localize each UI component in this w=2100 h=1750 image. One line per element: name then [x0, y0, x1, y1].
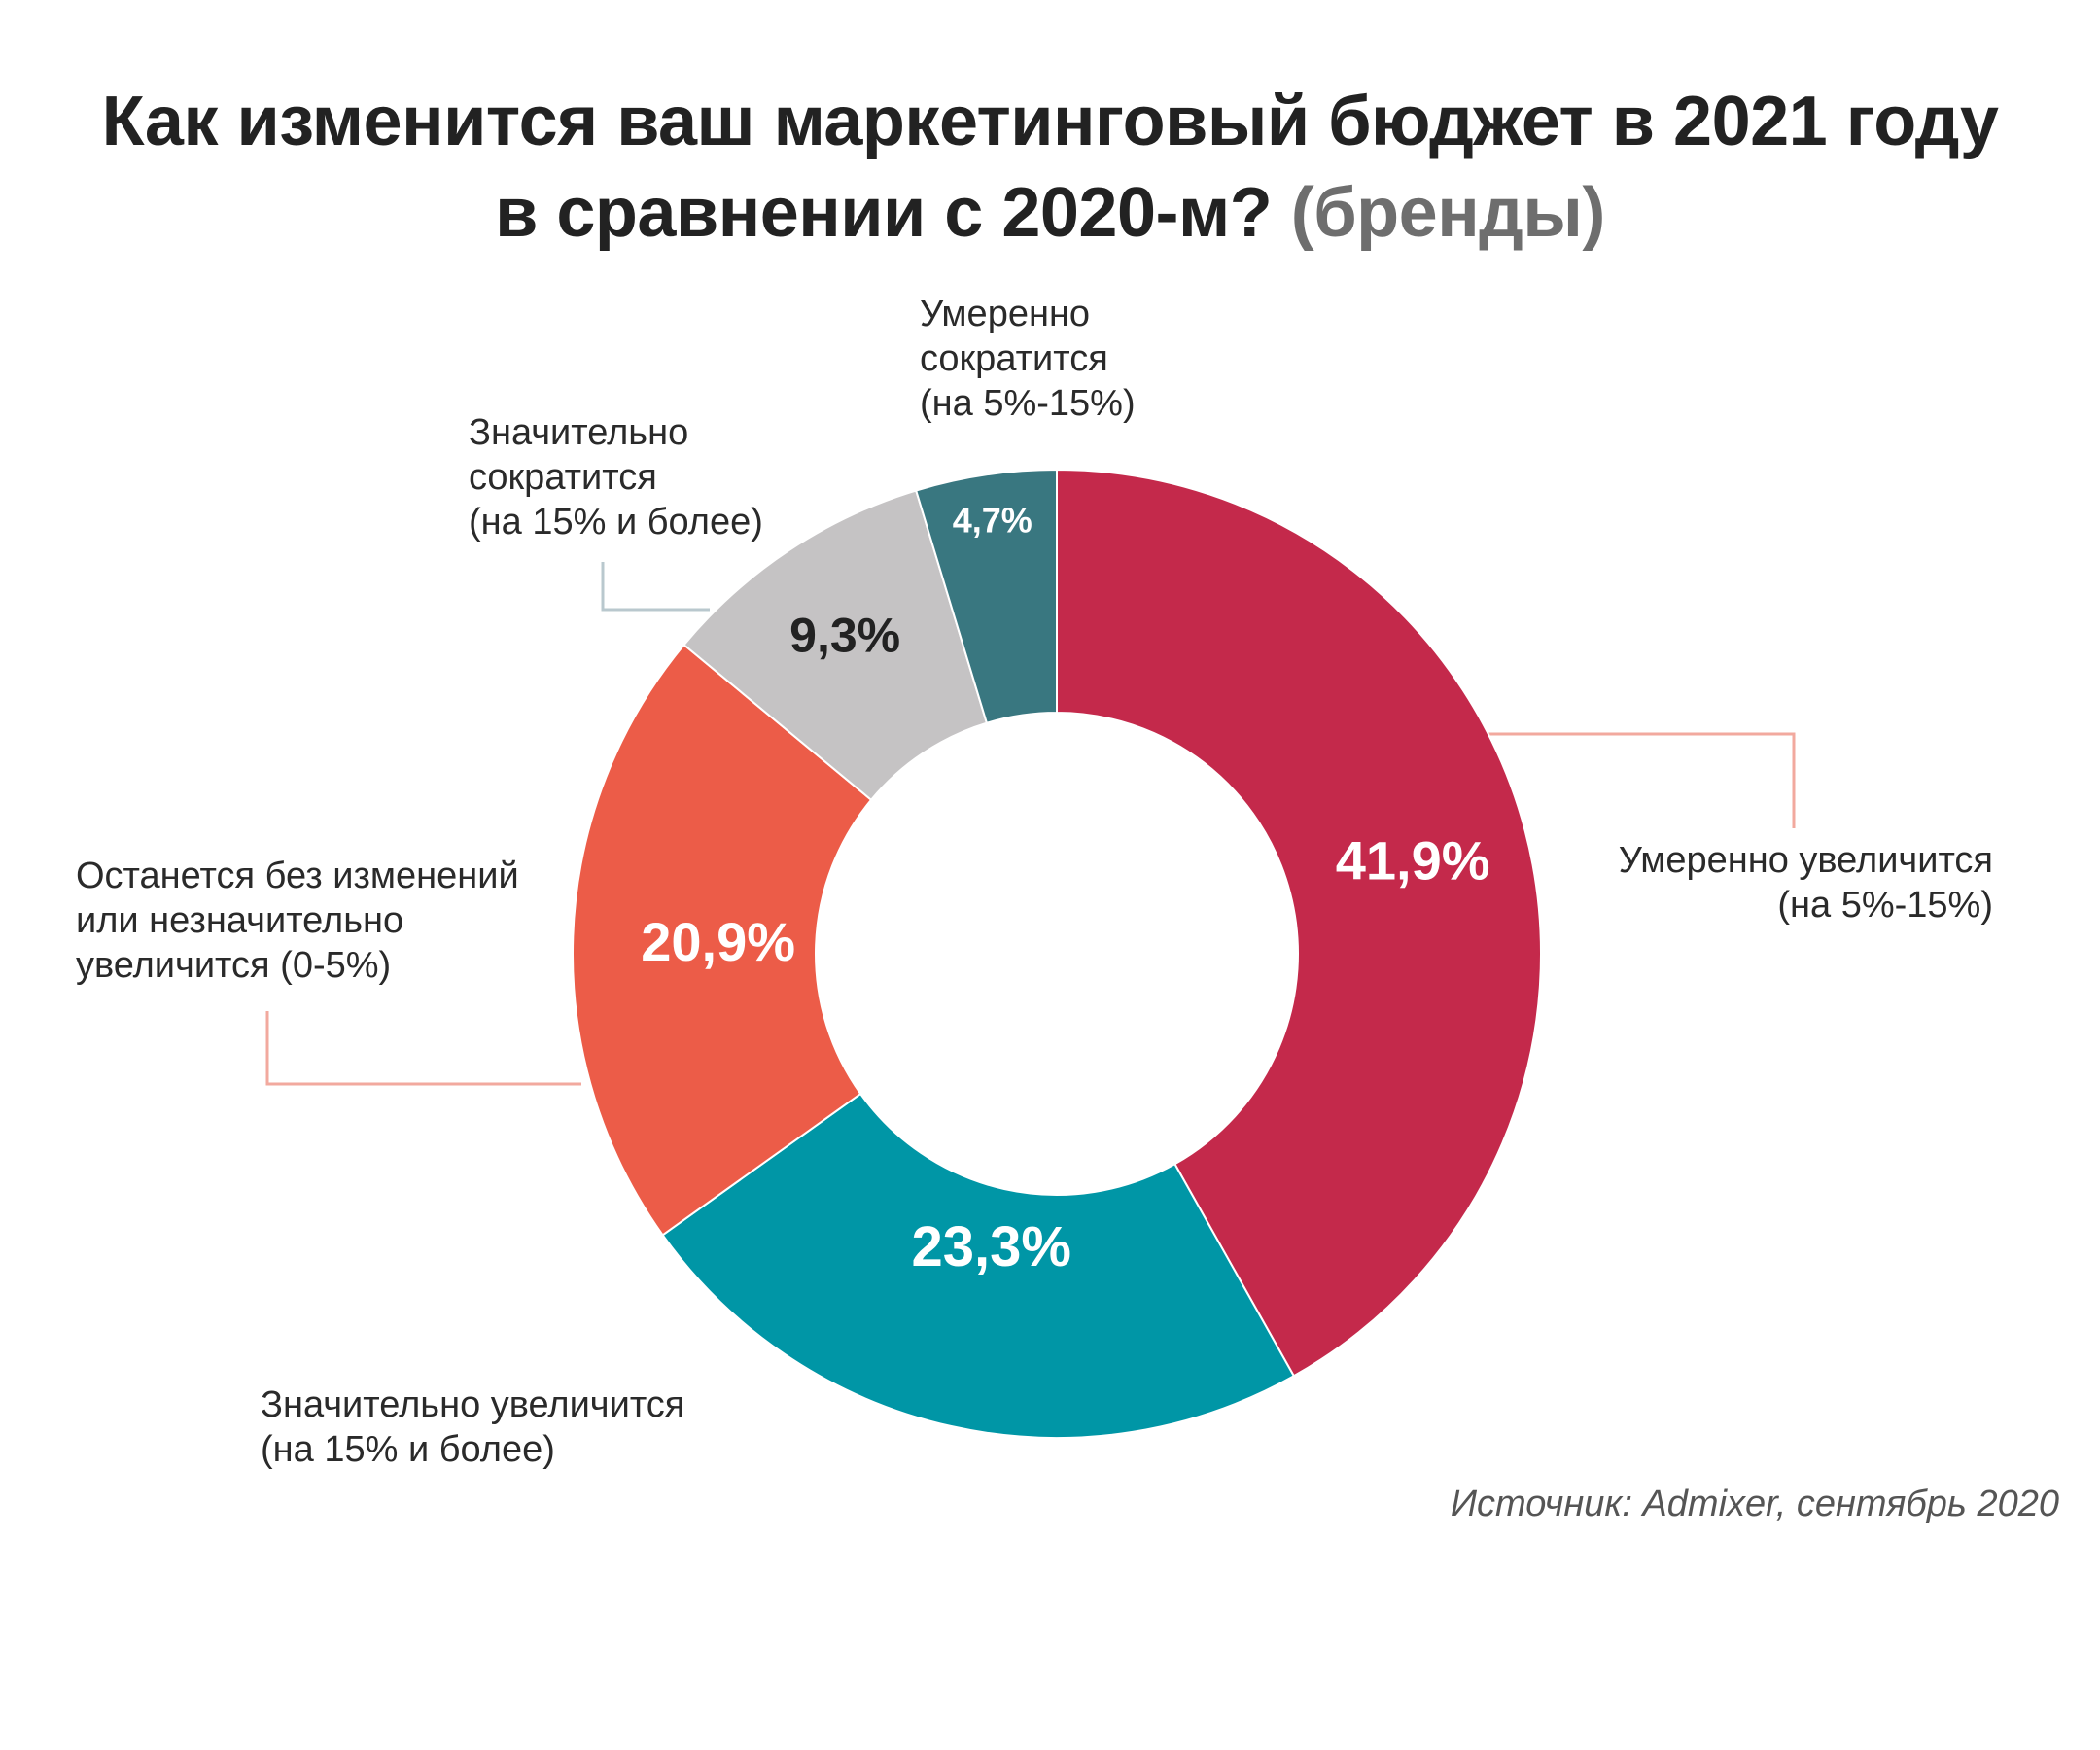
category-label-significant-increase: Значительно увеличится (на 15% и более)	[261, 1382, 684, 1472]
category-label-moderate-decrease: Умеренно сократится (на 5%-15%)	[920, 292, 1136, 426]
data-label-moderate-increase: 41,9%	[1336, 830, 1490, 892]
data-label-moderate-decrease: 4,7%	[953, 501, 1032, 541]
title-segment-note: (бренды)	[1290, 174, 1606, 252]
source-note: Источник: Admixer, сентябрь 2020	[1450, 1484, 2059, 1524]
data-label-significant-decrease: 9,3%	[789, 608, 900, 662]
label-line: Значительно увеличится	[261, 1384, 685, 1425]
label-line: увеличится (0-5%)	[76, 945, 392, 986]
label-line: Значительно	[469, 412, 689, 453]
label-line: Умеренно увеличится	[1618, 840, 1993, 881]
chart-title: Как изменится ваш маркетинговый бюджет в…	[0, 76, 2100, 259]
label-line: Умеренно	[920, 294, 1091, 334]
title-line-1: Как изменится ваш маркетинговый бюджет в…	[101, 83, 1999, 160]
label-line: (на 15% и более)	[261, 1429, 555, 1470]
leader-line	[1488, 732, 1796, 828]
label-line: или незначительно	[76, 900, 404, 941]
category-label-no-change: Останется без изменений или незначительн…	[76, 854, 519, 988]
donut-slice-moderate-increase	[1056, 468, 1542, 1378]
title-question: в сравнении с 2020-м?	[495, 174, 1273, 252]
donut-slice-no-change	[572, 643, 873, 1237]
data-label-no-change: 20,9%	[641, 911, 795, 972]
title-line-2: в сравнении с 2020-м? (бренды)	[0, 167, 2100, 259]
label-line: (на 5%-15%)	[1777, 885, 1993, 926]
category-label-moderate-increase: Умеренно увеличится (на 5%-15%)	[1619, 838, 1993, 928]
donut-slice-moderate-decrease	[914, 468, 1058, 724]
donut-slice-significant-increase	[661, 1092, 1296, 1439]
label-line: сократится	[920, 338, 1108, 379]
category-label-significant-decrease: Значительно сократится (на 15% и более)	[469, 410, 763, 544]
leader-line	[601, 562, 710, 612]
label-line: (на 5%-15%)	[920, 383, 1136, 424]
data-label-significant-increase: 23,3%	[911, 1215, 1070, 1278]
leader-line	[265, 1011, 581, 1086]
label-line: сократится	[469, 457, 657, 498]
label-line: Останется без изменений	[76, 856, 519, 896]
label-line: (на 15% и более)	[469, 502, 763, 542]
